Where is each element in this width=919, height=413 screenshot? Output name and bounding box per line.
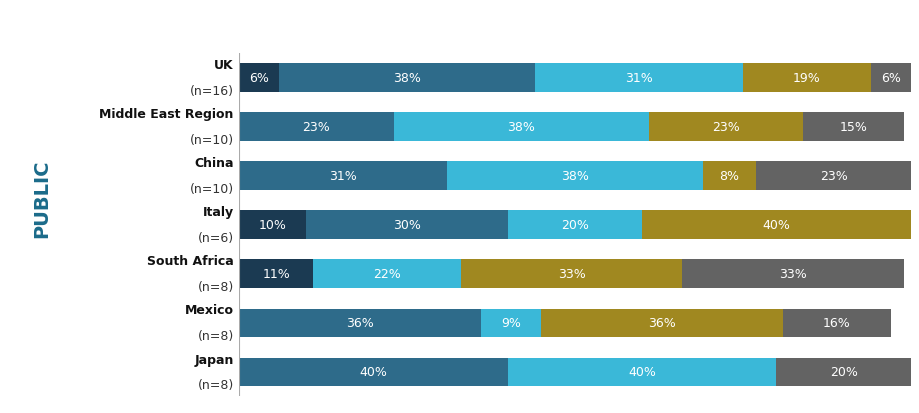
Text: 23%: 23% xyxy=(819,170,846,183)
Text: 30%: 30% xyxy=(392,218,421,232)
Bar xyxy=(869,64,910,93)
Text: 23%: 23% xyxy=(711,121,739,134)
Bar xyxy=(648,113,802,141)
Text: (n=8): (n=8) xyxy=(198,330,233,342)
Text: 23%: 23% xyxy=(302,121,330,134)
Text: 33%: 33% xyxy=(557,268,584,280)
Bar xyxy=(755,162,910,190)
Text: 36%: 36% xyxy=(648,316,675,330)
Text: 15%: 15% xyxy=(839,121,867,134)
Bar xyxy=(312,260,460,288)
Text: 20%: 20% xyxy=(561,218,588,232)
Bar xyxy=(682,260,903,288)
Bar xyxy=(239,309,481,337)
Text: 8%: 8% xyxy=(719,170,739,183)
Bar xyxy=(802,113,903,141)
Text: (n=10): (n=10) xyxy=(189,133,233,147)
Bar xyxy=(507,211,641,239)
Text: UK: UK xyxy=(214,59,233,72)
Text: 40%: 40% xyxy=(762,218,789,232)
Text: 9%: 9% xyxy=(501,316,520,330)
Text: 6%: 6% xyxy=(879,72,900,85)
Bar xyxy=(776,358,910,386)
Bar xyxy=(239,162,447,190)
Text: Middle East Region: Middle East Region xyxy=(99,108,233,121)
Bar xyxy=(447,162,702,190)
Text: (n=6): (n=6) xyxy=(198,231,233,244)
Text: Italy: Italy xyxy=(202,206,233,219)
Bar xyxy=(541,309,782,337)
Text: 33%: 33% xyxy=(778,268,806,280)
Bar xyxy=(239,113,393,141)
Text: PUBLIC: PUBLIC xyxy=(32,159,51,237)
Bar xyxy=(239,64,279,93)
Text: 40%: 40% xyxy=(359,366,387,378)
Bar xyxy=(239,358,507,386)
Text: 36%: 36% xyxy=(346,316,373,330)
Bar xyxy=(239,211,306,239)
Text: China: China xyxy=(194,157,233,170)
Text: South Africa: South Africa xyxy=(147,255,233,268)
Text: 20%: 20% xyxy=(829,366,857,378)
Bar xyxy=(306,211,507,239)
Bar xyxy=(534,64,743,93)
Text: 38%: 38% xyxy=(506,121,535,134)
Bar xyxy=(279,64,534,93)
Bar xyxy=(481,309,541,337)
Text: Mexico: Mexico xyxy=(185,304,233,317)
Text: 6%: 6% xyxy=(249,72,269,85)
Text: (n=8): (n=8) xyxy=(198,280,233,293)
Text: 19%: 19% xyxy=(792,72,820,85)
Bar xyxy=(393,113,648,141)
Text: 16%: 16% xyxy=(823,316,850,330)
Text: (n=8): (n=8) xyxy=(198,378,233,392)
Text: Japan: Japan xyxy=(194,353,233,366)
Bar xyxy=(641,211,910,239)
Text: 38%: 38% xyxy=(561,170,588,183)
Text: 31%: 31% xyxy=(624,72,652,85)
Bar xyxy=(460,260,682,288)
Text: 22%: 22% xyxy=(373,268,401,280)
Text: 10%: 10% xyxy=(258,218,287,232)
Bar xyxy=(782,309,890,337)
Bar xyxy=(743,64,869,93)
Text: 31%: 31% xyxy=(329,170,357,183)
Bar xyxy=(702,162,755,190)
Text: (n=16): (n=16) xyxy=(189,85,233,97)
Text: 38%: 38% xyxy=(392,72,421,85)
Text: 11%: 11% xyxy=(262,268,289,280)
Bar xyxy=(507,358,776,386)
Text: 40%: 40% xyxy=(628,366,655,378)
Text: (n=10): (n=10) xyxy=(189,183,233,195)
Bar xyxy=(239,260,312,288)
